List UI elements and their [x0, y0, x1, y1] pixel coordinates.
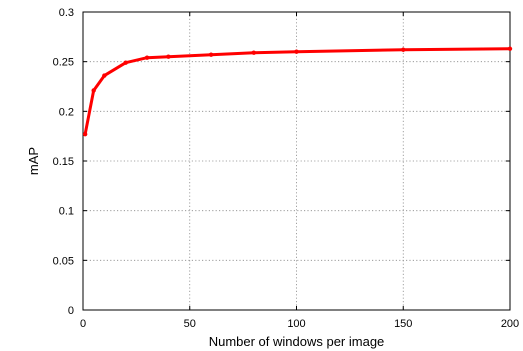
x-tick-label: 150: [394, 318, 412, 330]
data-point: [507, 46, 513, 51]
y-tick-label: 0.25: [53, 57, 74, 69]
y-tick-label: 0.2: [59, 106, 74, 118]
y-axis-label: mAP: [26, 147, 41, 175]
data-point: [251, 50, 256, 55]
series-layer: [82, 46, 513, 137]
x-tick-label: 0: [80, 318, 86, 330]
y-tick-label: 0.3: [59, 7, 74, 19]
data-point: [294, 49, 299, 54]
data-point: [82, 131, 88, 137]
y-tick-label: 0.1: [59, 206, 74, 218]
y-tick-label: 0.15: [53, 156, 74, 168]
data-point: [166, 54, 171, 59]
data-point: [401, 47, 406, 52]
data-point: [208, 52, 214, 57]
axis-ticks: 0 0.05 0.1 0.15 0.2 0.25 0.3 0 50 100 150 200: [53, 7, 520, 330]
data-point: [144, 55, 150, 60]
y-tick-label: 0.05: [53, 255, 74, 267]
data-point: [102, 73, 107, 78]
y-tick-label: 0: [68, 305, 74, 317]
x-tick-label: 200: [501, 318, 519, 330]
x-tick-label: 50: [184, 318, 196, 330]
data-point: [91, 88, 96, 93]
grid-lines: [83, 12, 510, 310]
data-point: [123, 60, 128, 65]
x-tick-label: 100: [287, 318, 305, 330]
x-axis-label: Number of windows per image: [209, 334, 385, 349]
